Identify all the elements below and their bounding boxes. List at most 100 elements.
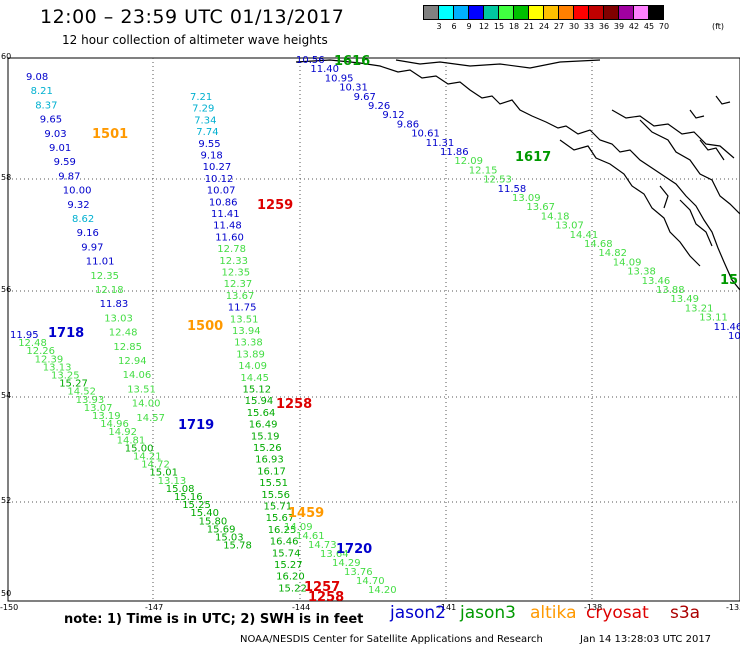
wave-height-value: 12.26 [26,346,55,357]
wave-height-value: 12.18 [95,285,124,296]
wave-height-value: 9.86 [397,119,419,130]
legend-altika: altika [530,603,577,623]
pass-time-label: 1617 [515,150,551,165]
wave-height-value: 11.31 [426,138,455,149]
wave-height-value: 15.25 [182,500,211,511]
wave-height-value: 10.31 [339,83,368,94]
scale-label: 9 [466,22,472,31]
wave-height-value: 12.48 [109,328,138,339]
wave-height-value: 15.00 [125,443,154,454]
scale-label: 36 [598,22,610,31]
lon-label: -150 [0,603,19,612]
wave-height-value: 16.17 [257,466,286,477]
scale-label: 30 [568,22,580,31]
wave-height-value: 11.83 [100,299,129,310]
legend-jason2: jason2 [390,603,446,623]
wave-height-value: 12.15 [469,165,498,176]
scale-label: 12 [478,22,490,31]
scale-swatch [513,5,529,20]
wave-height-value: 16.25 [268,525,297,536]
wave-height-value: 13.11 [699,313,728,324]
wave-height-value: 14.06 [123,370,152,381]
wave-height-value: 9.32 [67,200,89,211]
wave-height-value: 14.45 [240,373,269,384]
wave-height-value: 11.46 [714,322,740,333]
wave-height-value: 9.55 [198,139,220,150]
lon-label: -147 [145,603,164,612]
wave-height-value: 15.94 [245,396,274,407]
wave-height-value: 7.74 [196,127,218,138]
lat-label: 58 [1,173,12,182]
wave-height-value: 12.37 [224,279,253,290]
wave-height-value: 13.25 [51,371,80,382]
wave-height-value: 14.52 [67,387,96,398]
wave-height-value: 14.29 [332,558,361,569]
lon-label: -138 [584,603,603,612]
pass-time-label: 1459 [288,506,324,521]
wave-height-value: 14.09 [613,257,642,268]
wave-height-value: 14.96 [100,419,129,430]
scale-swatch [543,5,559,20]
legend-cryosat: cryosat [586,603,649,623]
wave-height-value: 14.20 [368,585,397,596]
scale-swatch [483,5,499,20]
wave-height-value: 10.56 [296,55,325,66]
wave-height-value: 14.70 [356,576,385,587]
scale-label: 24 [538,22,550,31]
scale-label: 45 [643,22,655,31]
wave-height-value: 16.46 [270,537,299,548]
wave-height-value: 10.00 [63,186,92,197]
pass-time-label: 1259 [257,198,293,213]
wave-height-value: 10.86 [209,197,238,208]
wave-height-value: 14.81 [117,435,146,446]
wave-height-value: 13.76 [344,567,373,578]
timestamp-text: Jan 14 13:28:03 UTC 2017 [580,634,712,645]
wave-height-value: 9.08 [26,72,48,83]
wave-height-value: 9.65 [40,115,62,126]
wave-height-value: 11.48 [213,221,242,232]
wave-height-value: 12.39 [35,354,64,365]
wave-height-value: 13.49 [670,294,699,305]
wave-height-value: 15.67 [266,513,295,524]
wave-height-value: 8.21 [31,86,53,97]
wave-height-value: 9.59 [54,157,76,168]
page-title: 12:00 – 23:59 UTC 01/13/2017 [40,6,345,28]
wave-height-value: 13.88 [656,285,685,296]
graticule [8,58,740,601]
wave-height-value: 14.57 [136,413,165,424]
wave-height-value: 14.82 [598,248,627,259]
wave-height-value: 15.08 [166,484,195,495]
wave-height-value: 15.78 [223,541,252,552]
wave-height-value: 14.09 [238,361,267,372]
wave-height-value: 10.61 [411,129,440,140]
wave-height-value: 14.21 [133,452,162,463]
wave-height-value: 15.56 [261,490,290,501]
lon-label: -144 [292,603,311,612]
wave-height-value: 12.53 [483,175,512,186]
wave-height-value: 9.16 [77,228,99,239]
wave-height-value: 16.49 [249,420,278,431]
wave-height-value: 15.27 [274,560,303,571]
wave-height-value: 11.41 [211,209,240,220]
lon-label: -135 [726,603,740,612]
wave-height-value: 13.94 [232,326,261,337]
pass-time-label: 1616 [334,54,370,69]
scale-label: 18 [508,22,520,31]
wave-height-value: 14.61 [296,531,325,542]
wave-height-value: 15.80 [199,516,228,527]
wave-height-value: 13.21 [685,303,714,314]
wave-height-value: 7.34 [194,115,216,126]
wave-height-value: 10.12 [205,174,234,185]
scale-label: 33 [583,22,595,31]
wave-height-value: 15.16 [174,492,203,503]
wave-height-value: 15.74 [272,548,301,559]
pass-time-label: 1258 [276,397,312,412]
lat-label: 52 [1,496,12,505]
wave-height-value: 13.38 [627,267,656,278]
lon-label: -141 [438,603,457,612]
wave-height-value: 9.03 [44,129,66,140]
wave-height-value: 15.03 [215,533,244,544]
wave-height-value: 13.09 [512,193,541,204]
wave-height-value: 13.67 [526,202,555,213]
